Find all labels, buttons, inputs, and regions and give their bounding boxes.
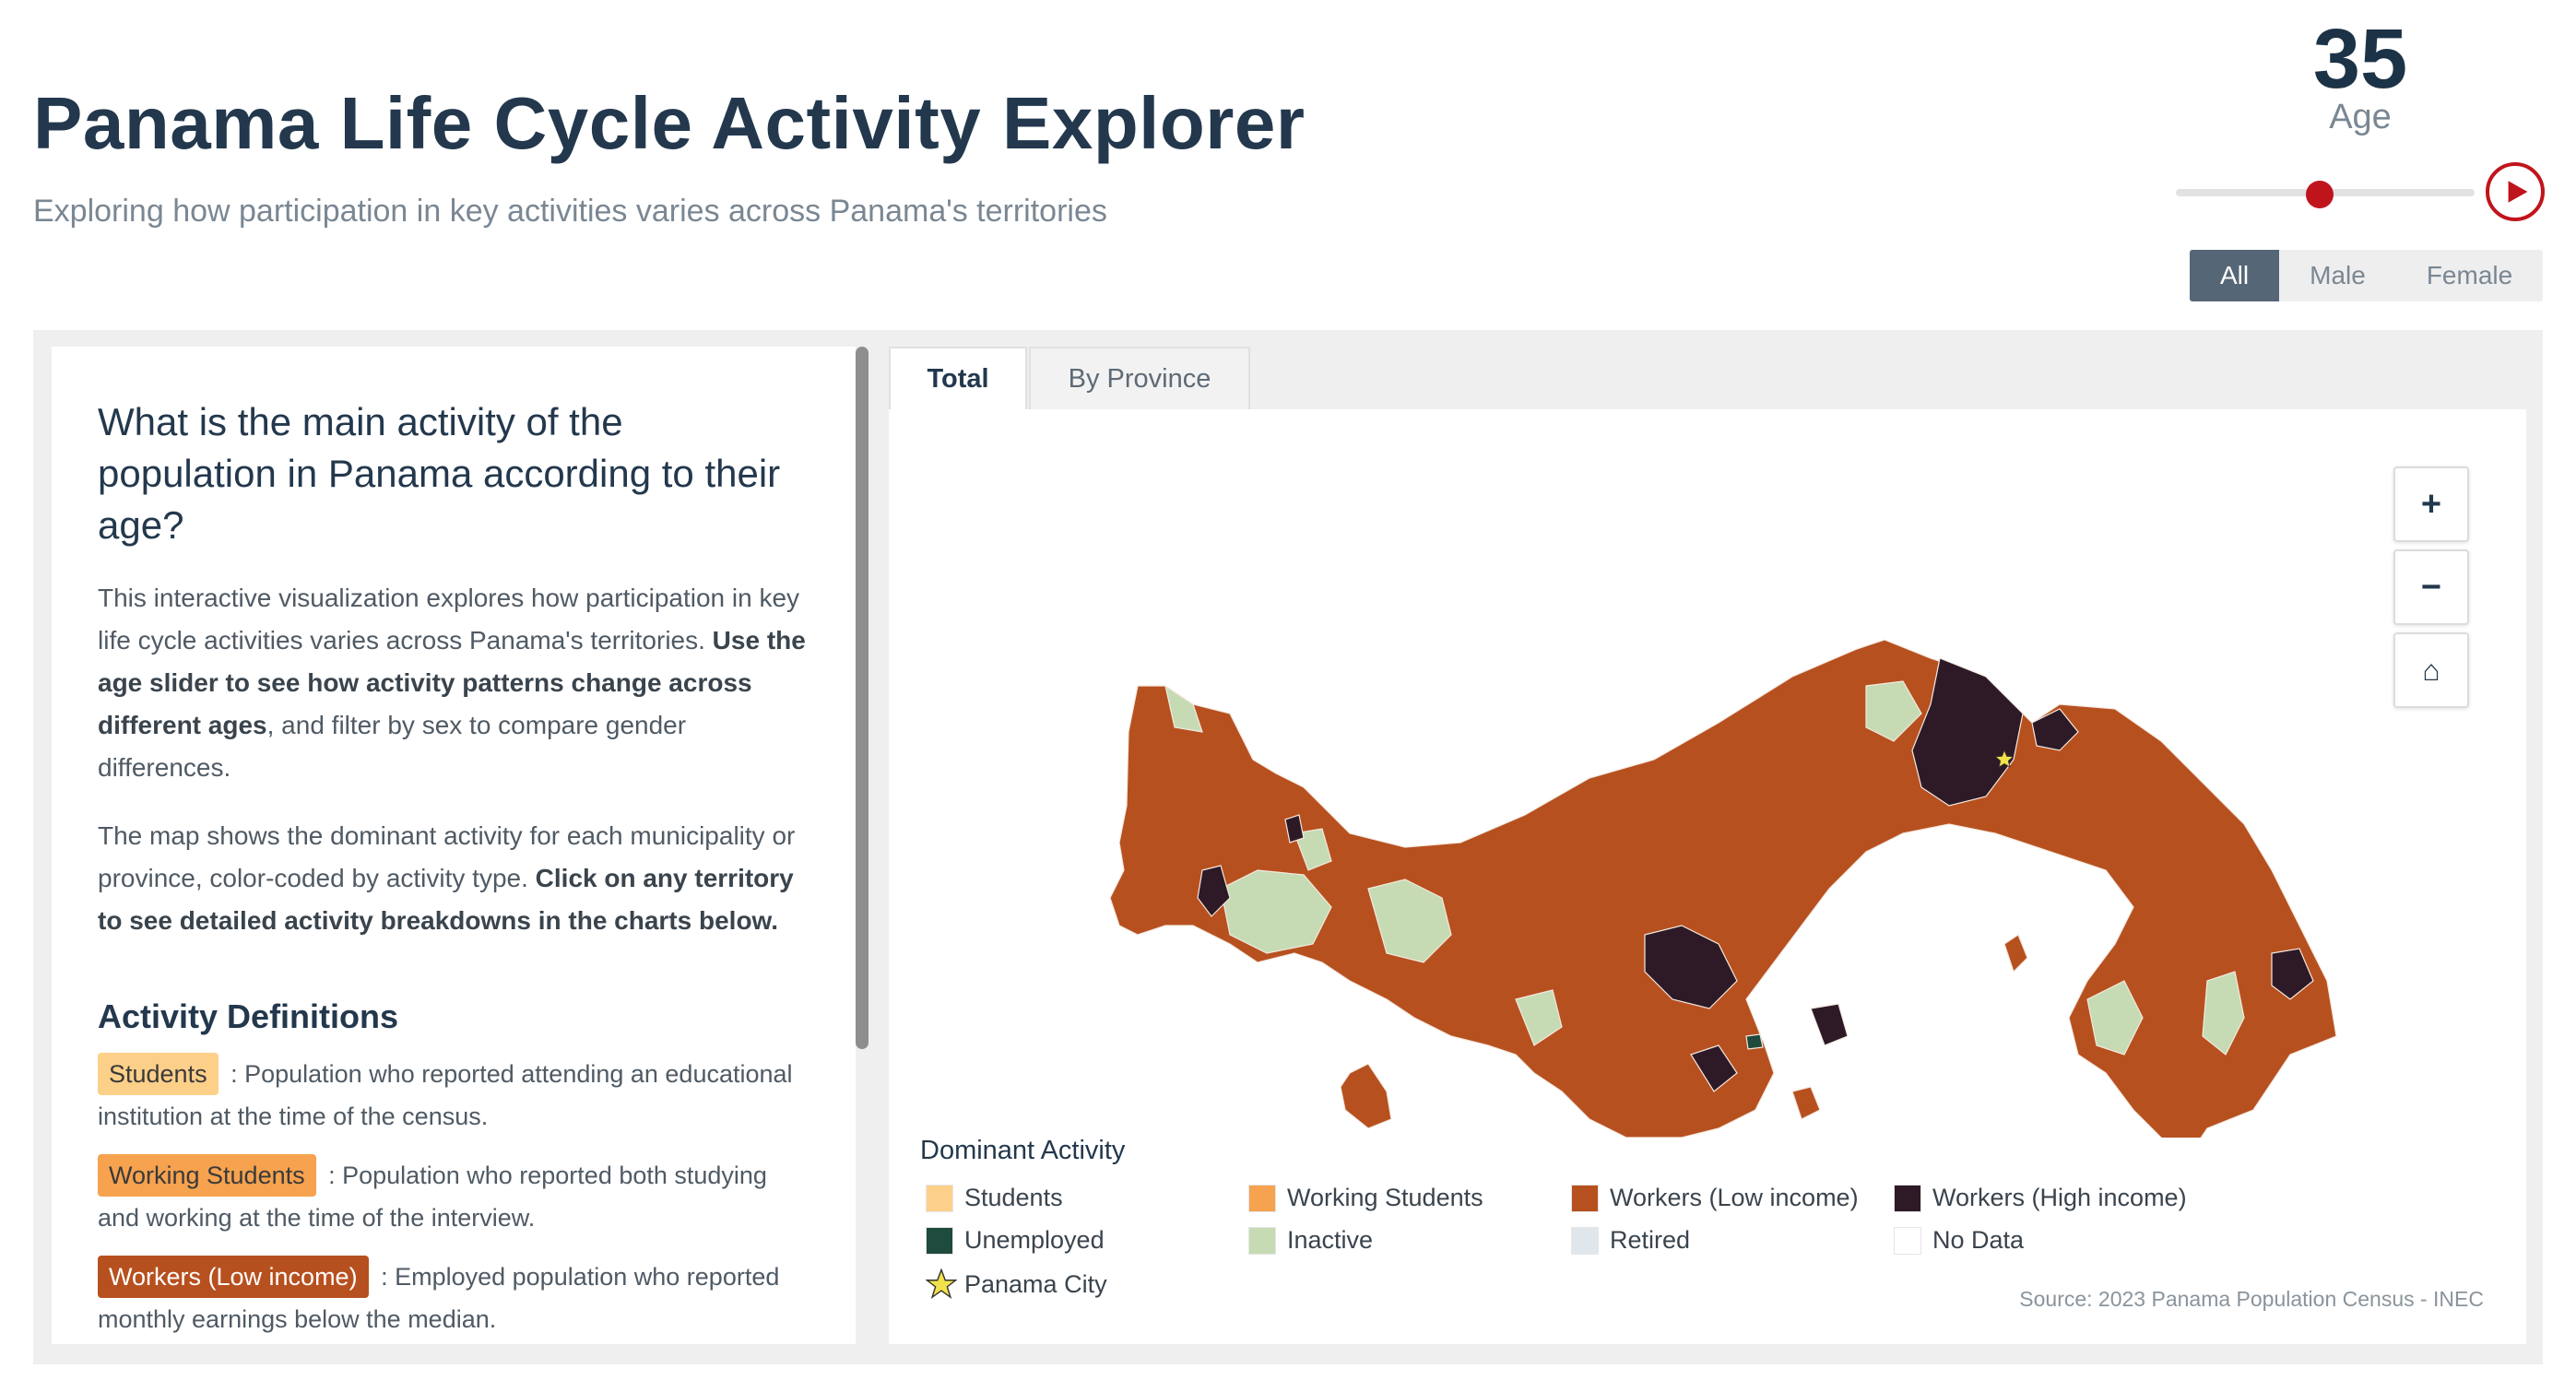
info-question: What is the main activity of the populat… bbox=[98, 400, 781, 547]
map-tabs: Total By Province bbox=[889, 347, 2526, 409]
map-region-island[interactable] bbox=[1340, 1063, 1392, 1129]
definition-term: Students bbox=[98, 1053, 219, 1095]
map-region[interactable] bbox=[2031, 708, 2079, 751]
legend-swatch bbox=[1894, 1226, 1921, 1255]
page-title: Panama Life Cycle Activity Explorer bbox=[33, 82, 1306, 164]
legend-swatch bbox=[1248, 1226, 1276, 1255]
definition-text: : Employed population who reported month… bbox=[98, 1263, 780, 1333]
legend-label: Panama City bbox=[964, 1269, 1107, 1298]
age-slider[interactable] bbox=[2176, 181, 2475, 208]
sex-filter-male[interactable]: Male bbox=[2310, 261, 2366, 289]
source-note: Source: 2023 Panama Population Census - … bbox=[2019, 1287, 2484, 1311]
map-region-base[interactable] bbox=[1109, 639, 2337, 1138]
definition-item: Workers (Low income) : Employed populati… bbox=[98, 1256, 809, 1340]
definitions-list: Students : Population who reported atten… bbox=[98, 1053, 809, 1340]
map-region-island[interactable] bbox=[1791, 1086, 1821, 1120]
map-region[interactable] bbox=[1745, 1033, 1764, 1050]
legend-swatch bbox=[1248, 1184, 1276, 1212]
panama-city-marker[interactable] bbox=[1994, 749, 2015, 768]
age-label: Age bbox=[2329, 98, 2392, 136]
map-region[interactable] bbox=[2271, 948, 2314, 1000]
legend-label: Retired bbox=[1610, 1226, 1691, 1254]
info-emphasis: Use the age slider to see how activity p… bbox=[98, 626, 806, 739]
map-region[interactable] bbox=[1810, 1003, 1849, 1046]
legend-label: No Data bbox=[1932, 1226, 2025, 1254]
definition-item: Students : Population who reported atten… bbox=[98, 1053, 809, 1138]
legend-swatch bbox=[926, 1226, 953, 1255]
map-region[interactable] bbox=[1164, 684, 1203, 733]
legend-swatch bbox=[926, 1184, 953, 1212]
tab-total[interactable]: Total bbox=[889, 347, 1027, 409]
map-region[interactable] bbox=[1865, 680, 1922, 742]
map-region[interactable] bbox=[2086, 980, 2144, 1056]
map-region[interactable] bbox=[1515, 989, 1563, 1046]
definition-term: Working Students bbox=[98, 1154, 316, 1197]
definition-text: : Population who reported attending an e… bbox=[98, 1060, 793, 1130]
map-region[interactable] bbox=[1220, 869, 1332, 954]
legend-item: Retired bbox=[1571, 1226, 1690, 1255]
definitions-heading: Activity Definitions bbox=[98, 997, 399, 1035]
home-button[interactable]: ⌂ bbox=[2393, 632, 2469, 708]
legend-marker-item: Panama City bbox=[926, 1268, 1107, 1300]
definition-item: Working Students : Population who report… bbox=[98, 1154, 809, 1239]
legend-item: Students bbox=[926, 1184, 1063, 1212]
map-card: Total By Province + − ⌂ Dominant Activit… bbox=[889, 347, 2526, 1344]
panama-map[interactable] bbox=[889, 409, 2526, 1138]
sex-filter-female[interactable]: Female bbox=[2426, 261, 2513, 289]
legend-title: Dominant Activity bbox=[920, 1136, 1126, 1165]
legend-item: No Data bbox=[1894, 1226, 2024, 1255]
info-text: This interactive visualization explores … bbox=[98, 584, 800, 655]
legend-item: Inactive bbox=[1248, 1226, 1373, 1255]
page-subtitle: Exploring how participation in key activ… bbox=[33, 194, 1107, 229]
map-region[interactable] bbox=[1690, 1044, 1738, 1092]
legend-item: Unemployed bbox=[926, 1226, 1105, 1255]
legend-item: Workers (High income) bbox=[1894, 1184, 2187, 1212]
map-region[interactable] bbox=[1284, 814, 1305, 843]
star-icon bbox=[926, 1268, 957, 1299]
map-region-island[interactable] bbox=[2003, 934, 2028, 973]
definition-term: Workers (Low income) bbox=[98, 1256, 369, 1298]
map-regions[interactable] bbox=[1109, 639, 2337, 1138]
legend-label: Workers (Low income) bbox=[1610, 1184, 1859, 1211]
play-icon bbox=[2508, 181, 2527, 203]
info-text: The map shows the dominant activity for … bbox=[98, 821, 796, 892]
zoom-in-button[interactable]: + bbox=[2393, 466, 2469, 542]
play-button[interactable] bbox=[2486, 162, 2545, 221]
legend-item: Workers (Low income) bbox=[1571, 1184, 1859, 1212]
map-region[interactable] bbox=[1197, 865, 1231, 917]
tab-by-province[interactable]: By Province bbox=[1029, 347, 1250, 409]
zoom-out-button[interactable]: − bbox=[2393, 549, 2469, 625]
legend-item: Working Students bbox=[1248, 1184, 1483, 1212]
legend-label: Unemployed bbox=[964, 1226, 1105, 1254]
info-scrollbar[interactable] bbox=[856, 347, 869, 1049]
age-display: 35 Age bbox=[2277, 17, 2443, 135]
legend-swatch bbox=[1894, 1184, 1921, 1212]
map-region[interactable] bbox=[1911, 657, 2024, 807]
legend-swatch bbox=[1571, 1184, 1599, 1212]
legend-label: Working Students bbox=[1287, 1184, 1483, 1211]
map-region[interactable] bbox=[1367, 879, 1452, 963]
sex-filter-all[interactable]: All bbox=[2190, 250, 2280, 301]
legend-swatch bbox=[1571, 1226, 1599, 1255]
map-region[interactable] bbox=[2202, 971, 2245, 1056]
legend-label: Students bbox=[964, 1184, 1063, 1211]
info-paragraph-2: The map shows the dominant activity for … bbox=[98, 815, 809, 942]
legend-label: Inactive bbox=[1287, 1226, 1374, 1254]
info-paragraph-1: This interactive visualization explores … bbox=[98, 577, 809, 789]
legend-label: Workers (High income) bbox=[1932, 1184, 2187, 1211]
info-card: What is the main activity of the populat… bbox=[52, 347, 856, 1344]
definition-text: : Population who reported both studying … bbox=[98, 1162, 767, 1232]
info-text: , and filter by sex to compare gender di… bbox=[98, 711, 687, 782]
info-emphasis: Click on any territory to see detailed a… bbox=[98, 864, 794, 935]
sex-filter[interactable]: All Male Female bbox=[2190, 250, 2544, 301]
age-slider-thumb[interactable] bbox=[2305, 181, 2334, 208]
age-value: 35 bbox=[2312, 12, 2408, 106]
map-region[interactable] bbox=[1294, 828, 1332, 871]
map-region[interactable] bbox=[1644, 925, 1738, 1009]
